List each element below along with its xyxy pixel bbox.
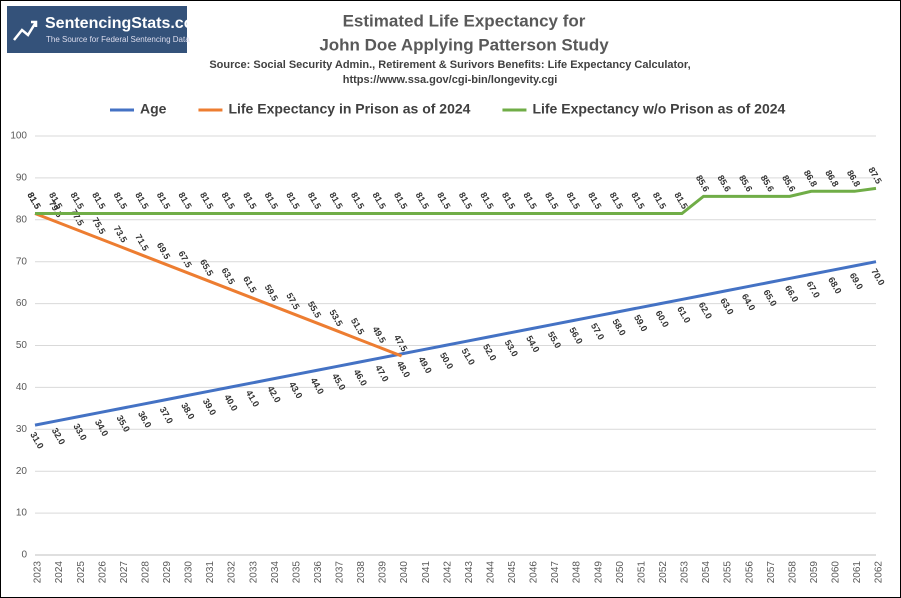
x-tick-label: 2033: [248, 561, 259, 584]
x-tick-label: 2053: [680, 561, 691, 584]
chart-subtitle: Source: Social Security Admin., Retireme…: [209, 59, 690, 71]
x-tick-label: 2045: [507, 561, 518, 584]
x-tick-label: 2054: [701, 561, 712, 584]
series-line: [34, 260, 877, 427]
x-tick-label: 2062: [874, 561, 885, 584]
y-tick-label: 10: [16, 508, 28, 519]
x-tick-label: 2042: [442, 561, 453, 584]
x-tick-label: 2028: [140, 561, 151, 584]
y-tick-label: 40: [16, 382, 28, 393]
x-tick-label: 2047: [550, 561, 561, 584]
x-tick-label: 2044: [485, 561, 496, 584]
x-tick-label: 2036: [313, 561, 324, 584]
chart-title: Estimated Life Expectancy for: [343, 11, 586, 30]
x-tick-label: 2040: [399, 561, 410, 584]
x-tick-label: 2048: [572, 561, 583, 584]
y-tick-label: 30: [16, 424, 28, 435]
y-tick-label: 80: [16, 214, 28, 225]
x-tick-label: 2025: [76, 561, 87, 584]
x-tick-label: 2051: [636, 561, 647, 584]
x-tick-label: 2037: [335, 561, 346, 584]
x-tick-label: 2055: [723, 561, 734, 584]
x-tick-label: 2058: [787, 561, 798, 584]
x-tick-label: 2049: [593, 561, 604, 584]
x-tick-label: 2027: [119, 561, 130, 584]
x-tick-label: 2046: [529, 561, 540, 584]
x-tick-label: 2060: [831, 561, 842, 584]
x-tick-label: 2023: [33, 561, 44, 584]
legend-label: Life Expectancy w/o Prison as of 2024: [532, 101, 785, 117]
x-tick-label: 2039: [378, 561, 389, 584]
logo-name: SentencingStats.com: [45, 15, 208, 32]
x-tick-label: 2030: [184, 561, 195, 584]
logo: [7, 6, 187, 53]
y-tick-label: 90: [16, 173, 28, 184]
x-tick-label: 2031: [205, 561, 216, 584]
x-tick-label: 2024: [54, 561, 65, 584]
x-tick-label: 2059: [809, 561, 820, 584]
x-tick-label: 2032: [227, 561, 238, 584]
series-line: [34, 212, 403, 358]
y-tick-label: 50: [16, 340, 28, 351]
chart-title: John Doe Applying Patterson Study: [319, 35, 609, 54]
x-tick-label: 2050: [615, 561, 626, 584]
x-tick-label: 2034: [270, 561, 281, 584]
y-tick-label: 0: [21, 550, 27, 561]
logo-tagline: The Source for Federal Sentencing Data: [46, 35, 190, 44]
logo-icon: [13, 20, 38, 41]
x-tick-label: 2041: [421, 561, 432, 584]
x-tick-label: 2056: [744, 561, 755, 584]
chart-subtitle: https://www.ssa.gov/cgi-bin/longevity.cg…: [343, 74, 558, 86]
y-tick-label: 60: [16, 298, 28, 309]
x-tick-label: 2035: [291, 561, 302, 584]
x-tick-label: 2029: [162, 561, 173, 584]
legend-label: Life Expectancy in Prison as of 2024: [228, 101, 470, 117]
series-line: [35, 186, 877, 216]
x-tick-label: 2038: [356, 561, 367, 584]
x-tick-label: 2052: [658, 561, 669, 584]
y-tick-label: 100: [10, 131, 27, 142]
legend-label: Age: [140, 101, 167, 117]
x-tick-label: 2057: [766, 561, 777, 584]
x-tick-label: 2026: [97, 561, 108, 584]
x-tick-label: 2061: [852, 561, 863, 584]
y-tick-label: 20: [16, 466, 28, 477]
y-tick-label: 70: [16, 256, 28, 267]
x-tick-label: 2043: [464, 561, 475, 584]
